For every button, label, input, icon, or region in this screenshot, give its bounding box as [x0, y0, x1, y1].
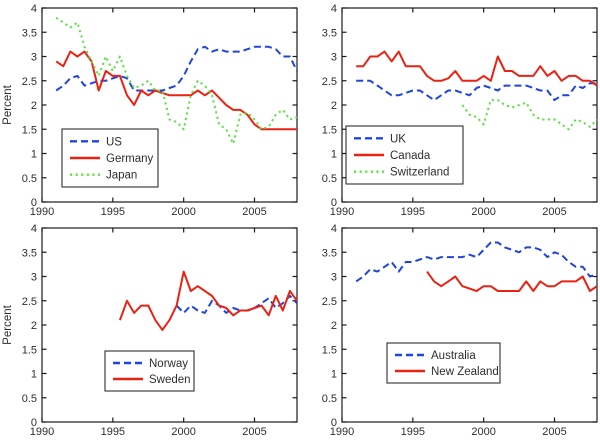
x-tick-label: 1995 [401, 426, 425, 438]
y-tick-label: 2.5 [322, 76, 337, 88]
x-tick-label: 1995 [101, 206, 125, 218]
y-tick-label: 3.5 [22, 247, 37, 259]
legend-label: Norway [149, 358, 188, 370]
x-tick-label: 1995 [401, 206, 425, 218]
y-tick-label: 4 [31, 223, 37, 235]
y-tick-label: 1 [331, 149, 337, 161]
y-tick-label: 3 [31, 52, 37, 64]
series-line-new-zealand [426, 271, 598, 292]
x-tick-label: 2000 [471, 206, 495, 218]
legend-box [386, 342, 501, 384]
y-tick-label: 3 [331, 272, 337, 284]
y-axis-label: Percent [2, 304, 14, 344]
y-tick-label: 1.5 [22, 344, 37, 356]
y-tick-label: 1.5 [322, 124, 337, 136]
y-tick-label: 0 [331, 417, 337, 429]
chart-norway-sweden: 1990 1995 2000 2005 0 0.5 1 1.5 2 2.5 3 3.5 4 Percent… [2, 223, 298, 438]
y-tick-label: 2 [331, 100, 337, 112]
y-tick-label: 3 [31, 272, 37, 284]
y-tick-label: 4 [31, 3, 37, 15]
y-tick-label: 0.5 [322, 173, 337, 185]
legend-label: UK [390, 133, 406, 145]
y-tick-label: 1 [331, 369, 337, 381]
legend-label: US [106, 136, 122, 148]
x-tick-label: 2005 [542, 426, 566, 438]
chart-australia-newzealand: 1990 1995 2000 2005 0 0.5 1 1.5 2 2.5 3 3.5 4 Austral… [322, 223, 598, 438]
x-tick-label: 2000 [171, 426, 195, 438]
x-tick-label: 2000 [171, 206, 195, 218]
y-tick-label: 0 [331, 197, 337, 209]
x-tick-label: 1990 [330, 206, 354, 218]
y-tick-label: 3 [331, 52, 337, 64]
legend-label: New Zealand [431, 366, 499, 378]
y-tick-label: 2 [31, 320, 37, 332]
y-tick-label: 2 [331, 320, 337, 332]
y-tick-label: 0.5 [22, 173, 37, 185]
y-tick-label: 2.5 [22, 76, 37, 88]
subplot-top-left: 1990 1995 2000 2005 0 0.5 1 1.5 2 2.5 3 3.5 4 Percent… [0, 0, 300, 220]
x-tick-label: 2005 [542, 206, 566, 218]
y-tick-label: 0.5 [322, 393, 337, 405]
subplot-bottom-left: 1990 1995 2000 2005 0 0.5 1 1.5 2 2.5 3 3.5 4 Percent… [0, 220, 300, 440]
x-tick-label: 2005 [242, 206, 266, 218]
y-tick-label: 1.5 [22, 124, 37, 136]
x-tick-label: 2000 [471, 426, 495, 438]
y-tick-label: 1.5 [322, 344, 337, 356]
legend-label: Canada [390, 150, 431, 162]
x-tick-label: 1990 [30, 426, 54, 438]
y-tick-label: 1 [31, 149, 37, 161]
x-tick-label: 1990 [30, 206, 54, 218]
x-tick-label: 1990 [330, 426, 354, 438]
y-tick-label: 4 [331, 223, 337, 235]
legend-box [104, 350, 195, 392]
series-line-sweden [118, 270, 298, 331]
y-tick-label: 0.5 [22, 393, 37, 405]
series-line-australia [355, 241, 598, 283]
legend-label: Switzerland [390, 167, 449, 179]
y-tick-label: 1 [31, 369, 37, 381]
series-line-canada [356, 50, 598, 87]
y-tick-label: 3.5 [322, 27, 337, 39]
x-tick-label: 2005 [242, 426, 266, 438]
series-line-norway [175, 294, 298, 314]
axes-box [41, 227, 298, 423]
legend-label: Australia [431, 350, 476, 362]
series-line-uk [356, 79, 597, 102]
chart-uk-canada-switzerland: 1990 1995 2000 2005 0 0.5 1 1.5 2 2.5 3 3.5 4 UK Canad… [322, 3, 598, 218]
axes-box [341, 227, 598, 423]
legend-label: Germany [106, 153, 154, 165]
series-line-germany [55, 50, 297, 131]
series-line-us [55, 45, 298, 92]
legend-label: Sweden [149, 374, 191, 386]
subplot-bottom-right: 1990 1995 2000 2005 0 0.5 1 1.5 2 2.5 3 3.5 4 Austral… [300, 220, 600, 440]
y-tick-label: 0 [31, 417, 37, 429]
y-tick-label: 2.5 [322, 296, 337, 308]
legend-label: Japan [106, 170, 137, 182]
subplot-top-right: 1990 1995 2000 2005 0 0.5 1 1.5 2 2.5 3 3.5 4 UK Canad… [300, 0, 600, 220]
y-axis-label: Percent [2, 84, 14, 124]
x-tick-label: 1995 [101, 426, 125, 438]
y-tick-label: 4 [331, 3, 337, 15]
y-tick-label: 0 [31, 197, 37, 209]
y-tick-label: 2.5 [22, 296, 37, 308]
series-line-switzerland [461, 99, 598, 131]
y-tick-label: 2 [31, 100, 37, 112]
y-tick-label: 3.5 [322, 247, 337, 259]
y-tick-label: 3.5 [22, 27, 37, 39]
chart-us-germany-japan: 1990 1995 2000 2005 0 0.5 1 1.5 2 2.5 3 3.5 4 Percent… [2, 3, 298, 218]
series-line-japan [55, 16, 298, 145]
